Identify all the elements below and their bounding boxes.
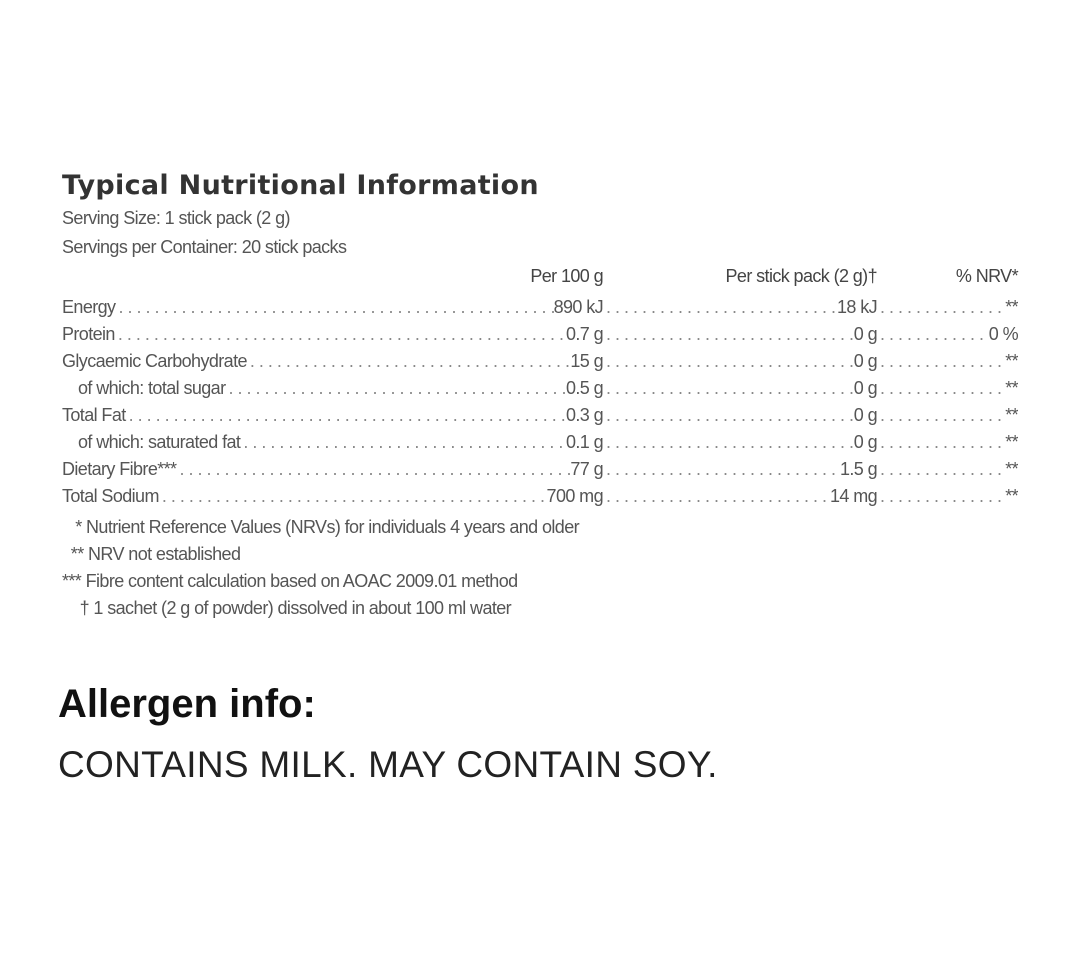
per-stick-value: 0 g [853,432,877,452]
dot-leader [877,348,1005,375]
per-stick-value: 0 g [853,324,877,344]
dot-leader [603,429,854,456]
nutrient-label: Protein [62,324,115,344]
dot-leader [115,321,566,348]
dot-leader [115,294,553,321]
per-stick-value: 18 kJ [836,297,877,317]
nutrient-label: Total Sodium [62,486,159,506]
nrv-value: ** [1005,405,1018,425]
dot-leader [603,375,854,402]
table-row: Protein 0.7 g 0 g 0 % [62,321,1018,348]
nutrient-label: Total Fat [62,405,126,425]
dot-leader [877,402,1005,429]
table-row: of which: total sugar 0.5 g 0 g ** [62,375,1018,402]
nutrient-label: of which: saturated fat [78,432,241,452]
per-100g-value: 77 g [570,459,603,479]
dot-leader [877,294,1005,321]
nutrition-table: Per 100 g Per stick pack (2 g)† % NRV* E… [62,266,1019,510]
allergen-text: CONTAINS MILK. MAY CONTAIN SOY. [58,744,718,785]
nrv-value: ** [1005,378,1018,398]
nrv-value: ** [1005,432,1018,452]
dot-leader [603,402,854,429]
dot-leader [877,429,1005,456]
table-row: Energy 890 kJ 18 kJ ** [62,294,1018,321]
dot-leader [225,375,565,402]
table-row: Total Fat 0.3 g 0 g ** [62,402,1018,429]
column-header-nrv: % NRV* [955,266,1019,286]
per-stick-value: 1.5 g [839,459,877,479]
table-header: Per 100 g Per stick pack (2 g)† % NRV* [62,266,1018,294]
dot-leader [877,375,1005,402]
per-100g-value: 700 mg [546,486,603,506]
nrv-value: ** [1005,351,1018,371]
dot-leader [603,456,840,483]
per-100g-value: 0.1 g [565,432,603,452]
dot-leader [247,348,570,375]
dot-leader [159,483,547,510]
per-100g-value: 0.5 g [565,378,603,398]
allergen-heading: Allergen info: [58,682,316,726]
per-stick-value: 0 g [853,405,877,425]
column-header-per-stick: Per stick pack (2 g)† [725,266,878,286]
panel-title: Typical Nutritional Information [62,170,539,201]
nutrient-label: Glycaemic Carbohydrate [62,351,247,371]
dot-leader [126,402,566,429]
footnote: *** Fibre content calculation based on A… [62,571,518,591]
dot-leader [877,483,1005,510]
footnotes: * Nutrient Reference Values (NRVs) for i… [62,514,580,622]
per-100g-value: 0.7 g [565,324,603,344]
per-stick-value: 14 mg [829,486,877,506]
table-row: Dietary Fibre*** 77 g 1.5 g ** [62,456,1018,483]
nrv-value: ** [1005,486,1018,506]
per-100g-value: 0.3 g [565,405,603,425]
per-100g-value: 15 g [570,351,603,371]
table-row: Total Sodium 700 mg 14 mg ** [62,483,1018,510]
nutrient-label: Dietary Fibre*** [62,459,177,479]
dot-leader [603,483,830,510]
dot-leader [877,321,989,348]
table-row: of which: saturated fat 0.1 g 0 g ** [62,429,1018,456]
dot-leader [603,348,854,375]
nrv-value: ** [1005,459,1018,479]
footnote: † 1 sachet (2 g of powder) dissolved in … [62,598,512,618]
table-row: Glycaemic Carbohydrate 15 g 0 g ** [62,348,1018,375]
dot-leader [240,429,566,456]
per-100g-value: 890 kJ [553,297,603,317]
serving-size: Serving Size: 1 stick pack (2 g) [62,208,291,228]
dot-leader [877,456,1005,483]
per-stick-value: 0 g [853,378,877,398]
dot-leader [603,321,854,348]
dot-leader [603,294,837,321]
nrv-value: 0 % [988,324,1018,344]
column-header-per-100g: Per 100 g [530,266,603,286]
servings-per-container: Servings per Container: 20 stick packs [62,237,347,257]
dot-leader [176,456,570,483]
footnote: ** NRV not established [62,544,241,564]
nutrient-label: of which: total sugar [78,378,226,398]
nrv-value: ** [1005,297,1018,317]
nutrient-label: Energy [62,297,116,317]
per-stick-value: 0 g [853,351,877,371]
footnote: * Nutrient Reference Values (NRVs) for i… [62,517,580,537]
